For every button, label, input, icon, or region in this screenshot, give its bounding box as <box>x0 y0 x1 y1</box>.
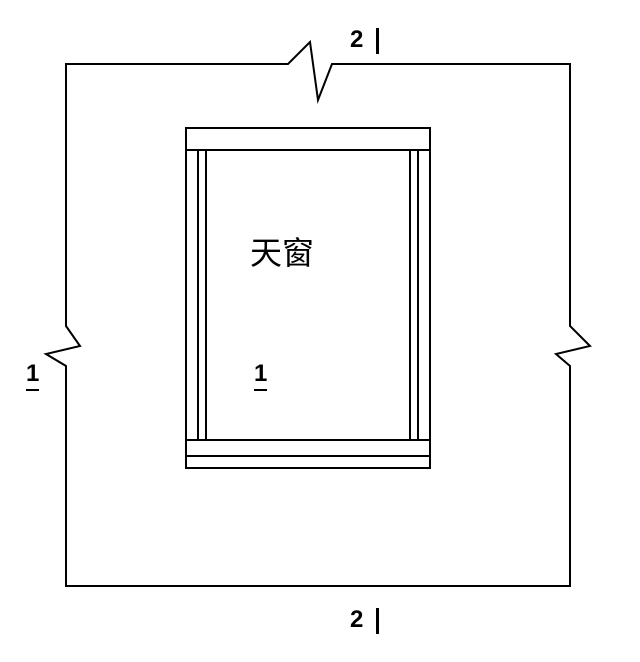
diagram-canvas: 天窗 1 1 2 2 <box>0 0 640 662</box>
section-2-tick-bottom <box>376 608 379 634</box>
skylight-outer-frame <box>186 128 430 468</box>
skylight-title: 天窗 <box>250 228 314 274</box>
section-2-label-top: 2 <box>350 26 379 54</box>
section-1-label-center: 1 <box>254 360 267 391</box>
outer-left-edge <box>46 64 80 586</box>
diagram-svg <box>0 0 640 662</box>
outer-top-edge <box>66 42 570 100</box>
outer-right-edge <box>556 64 590 586</box>
section-2-label-bottom: 2 <box>350 606 379 634</box>
section-2-tick-top <box>376 28 379 54</box>
section-1-label-left: 1 <box>26 360 39 391</box>
